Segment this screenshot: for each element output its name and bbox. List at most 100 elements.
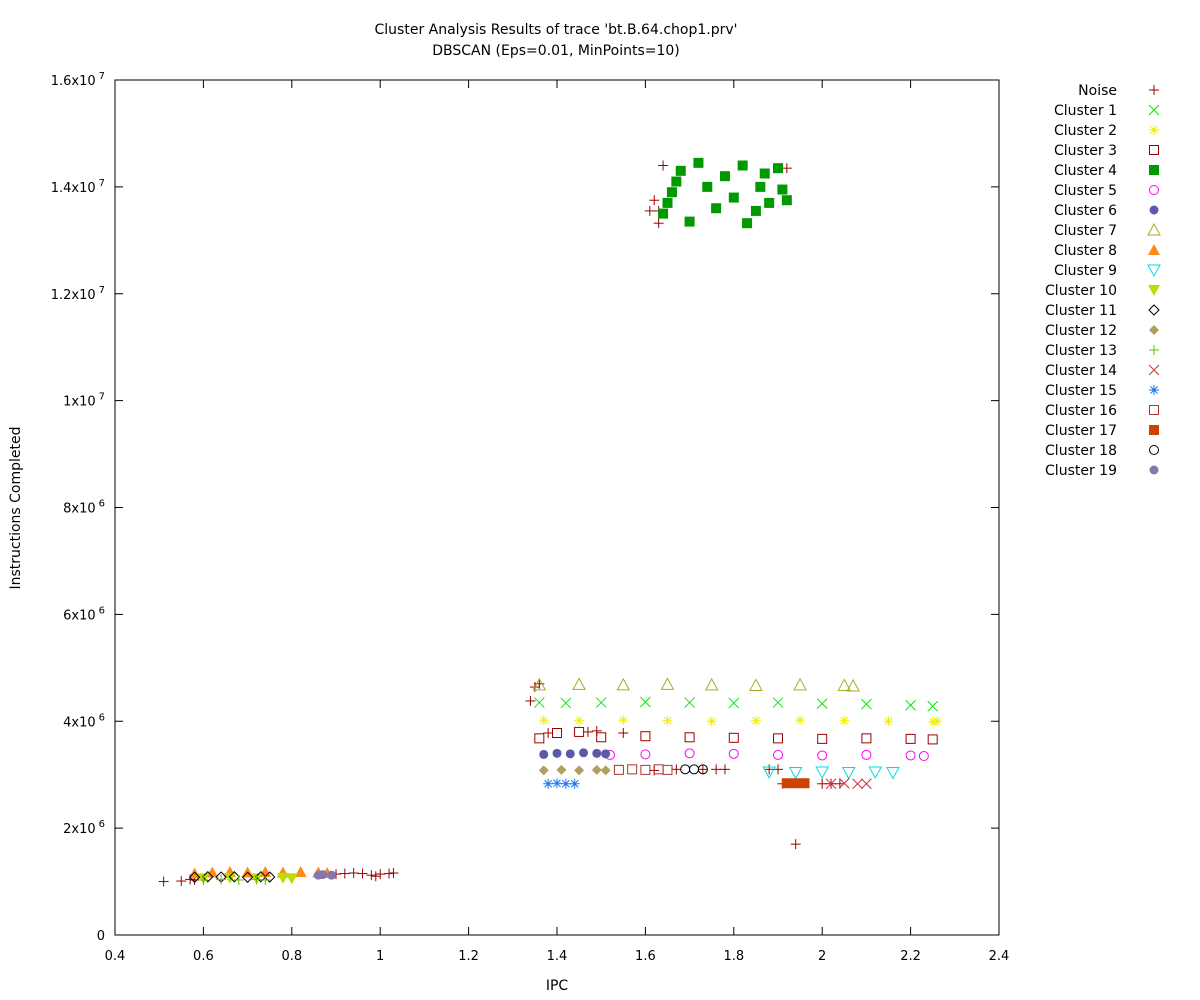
data-point xyxy=(772,697,784,708)
data-point xyxy=(790,778,801,789)
x-tick-label: 1.4 xyxy=(547,949,568,964)
data-point xyxy=(764,197,775,208)
y-tick-label: 0 xyxy=(97,929,105,944)
data-point xyxy=(259,865,272,877)
data-point xyxy=(750,715,761,726)
data-point xyxy=(560,778,571,789)
data-point xyxy=(565,749,575,759)
data-point xyxy=(755,181,766,192)
series-cluster-14 xyxy=(825,777,872,790)
data-point xyxy=(817,750,828,761)
data-point xyxy=(539,749,549,759)
data-point xyxy=(815,766,830,780)
data-point xyxy=(644,205,655,216)
data-point xyxy=(276,872,289,884)
data-point xyxy=(671,764,682,775)
data-point xyxy=(788,767,803,780)
data-point xyxy=(534,733,545,744)
data-point xyxy=(532,677,547,691)
data-point xyxy=(666,187,677,198)
data-point xyxy=(759,168,770,179)
data-point xyxy=(841,767,856,780)
data-point xyxy=(932,716,943,727)
data-point xyxy=(704,677,719,691)
series-cluster-7 xyxy=(532,677,860,692)
legend-marker xyxy=(1147,222,1161,236)
legend-marker xyxy=(1148,304,1160,316)
chart-title: Cluster Analysis Results of trace 'bt.B.… xyxy=(375,22,738,38)
data-point xyxy=(689,764,700,775)
data-point xyxy=(627,764,638,775)
data-point xyxy=(711,203,722,214)
legend-label: Cluster 10 xyxy=(1045,283,1117,299)
legend-marker xyxy=(1148,285,1160,296)
data-point xyxy=(762,766,777,780)
data-point xyxy=(684,216,695,227)
data-point xyxy=(680,764,691,775)
data-point xyxy=(574,726,585,737)
series-cluster-4 xyxy=(658,157,792,229)
legend-label: Cluster 1 xyxy=(1054,103,1117,119)
y-tick-label: 1.2x10 7 xyxy=(51,285,105,303)
legend-label: Cluster 3 xyxy=(1054,143,1117,159)
data-point xyxy=(773,749,783,760)
legend-marker xyxy=(1149,145,1159,155)
data-point xyxy=(905,699,916,711)
x-tick-label: 2 xyxy=(818,949,826,964)
data-point xyxy=(552,778,562,789)
data-point xyxy=(684,697,695,708)
legend-label: Cluster 16 xyxy=(1045,403,1117,419)
legend-label: Cluster 2 xyxy=(1054,123,1117,139)
legend-marker xyxy=(1149,465,1159,475)
data-point xyxy=(838,777,850,789)
data-point xyxy=(781,195,792,206)
data-point xyxy=(662,764,673,775)
data-point xyxy=(728,748,739,759)
legend-marker xyxy=(1149,185,1159,195)
data-point xyxy=(579,748,589,758)
legend-marker xyxy=(1149,405,1159,415)
data-point xyxy=(543,728,554,739)
data-point xyxy=(799,778,810,789)
data-point xyxy=(728,697,740,709)
data-point xyxy=(660,677,675,690)
data-point xyxy=(662,197,673,208)
series-cluster-18 xyxy=(680,764,708,775)
data-point xyxy=(600,765,611,776)
legend-marker xyxy=(1148,104,1160,116)
data-point xyxy=(534,678,545,689)
data-point xyxy=(773,764,783,775)
data-point xyxy=(188,871,201,883)
data-point xyxy=(675,165,686,176)
x-tick-label: 0.4 xyxy=(105,949,126,964)
data-point xyxy=(592,748,602,758)
data-point xyxy=(260,874,271,885)
data-point xyxy=(318,870,328,880)
data-point xyxy=(228,871,241,883)
data-point xyxy=(348,868,359,879)
series-cluster-16 xyxy=(613,764,673,775)
data-point xyxy=(525,695,536,706)
legend-marker xyxy=(1149,205,1159,215)
data-point xyxy=(653,764,664,775)
series-cluster-9 xyxy=(762,766,900,780)
y-tick-label: 4x10 6 xyxy=(63,712,105,730)
data-point xyxy=(255,871,267,883)
legend-marker xyxy=(1149,425,1159,435)
data-point xyxy=(339,868,350,879)
data-point xyxy=(538,765,549,776)
data-point xyxy=(825,778,837,790)
data-point xyxy=(662,715,673,726)
series-cluster-1 xyxy=(533,696,939,712)
series-cluster-15 xyxy=(543,778,580,789)
data-points xyxy=(158,157,943,887)
x-tick-label: 1.8 xyxy=(723,949,744,964)
data-point xyxy=(837,678,852,691)
series-cluster-19 xyxy=(313,870,337,880)
data-point xyxy=(737,160,748,171)
data-point xyxy=(285,873,298,885)
legend-label: Cluster 6 xyxy=(1054,203,1117,219)
data-point xyxy=(202,871,214,883)
data-point xyxy=(817,733,828,744)
